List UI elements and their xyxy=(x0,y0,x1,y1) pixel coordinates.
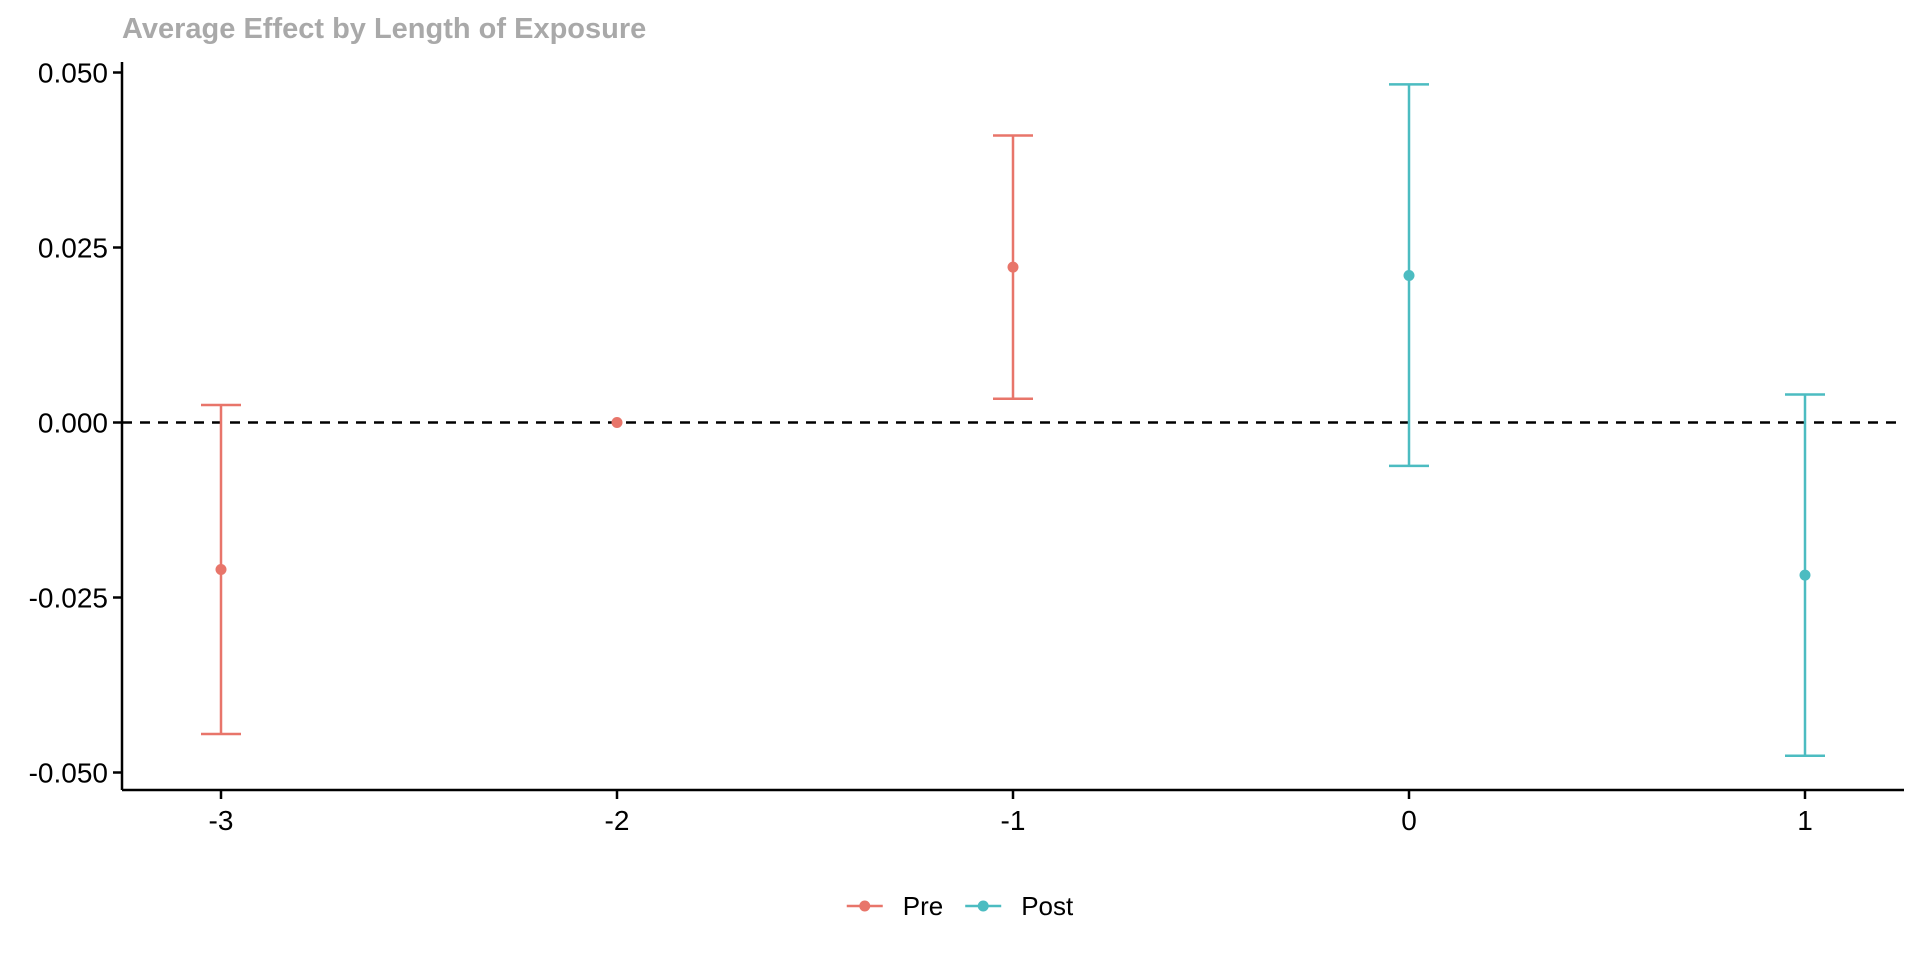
y-tick-label-4: 0.050 xyxy=(38,58,108,89)
point-post-0 xyxy=(1403,270,1415,281)
y-tick-label-0: -0.050 xyxy=(29,758,108,789)
legend: Pre Post xyxy=(846,891,1074,921)
y-tick-label-1: -0.025 xyxy=(29,583,108,614)
x-tick-label-2: -1 xyxy=(1001,805,1026,836)
x-tick-label-3: 0 xyxy=(1401,805,1417,836)
legend-key-point-pre xyxy=(859,900,871,912)
chart-title: Average Effect by Length of Exposure xyxy=(122,13,646,45)
plot-area: -0.050 -0.025 0.000 0.025 0.050 -3 -2 -1 0 1 xyxy=(29,58,1904,836)
legend-label-post: Post xyxy=(1021,891,1074,921)
x-tick-label-0: -3 xyxy=(209,805,234,836)
point-post-1 xyxy=(1799,569,1811,581)
point-pre-2 xyxy=(1007,261,1019,273)
point-pre-1 xyxy=(611,417,623,428)
x-tick-label-4: 1 xyxy=(1797,805,1813,836)
legend-key-point-post xyxy=(977,900,989,912)
point-pre-0 xyxy=(215,564,227,575)
x-tick-label-1: -2 xyxy=(605,805,630,836)
y-tick-label-3: 0.025 xyxy=(38,233,108,264)
legend-label-pre: Pre xyxy=(903,891,943,921)
y-tick-label-2: 0.000 xyxy=(38,408,108,439)
